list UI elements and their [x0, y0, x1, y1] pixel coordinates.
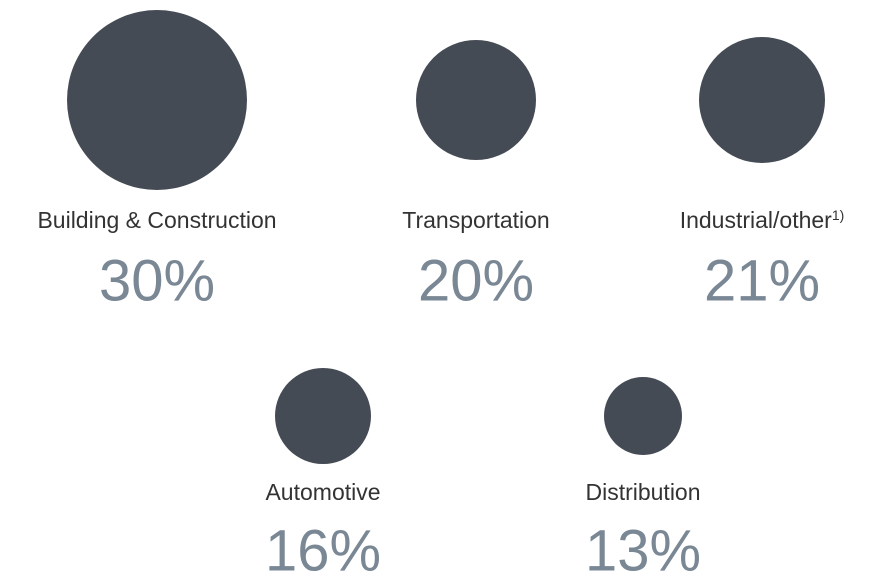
category-name: Distribution: [585, 479, 700, 505]
category-label: Industrial/other1): [680, 207, 845, 233]
category-name: Building & Construction: [37, 207, 276, 233]
bubble: [699, 37, 825, 163]
category-label: Transportation: [402, 207, 549, 233]
category-label: Distribution: [585, 479, 700, 505]
value-label: 20%: [418, 248, 534, 313]
category-name: Automotive: [265, 479, 380, 505]
bubble: [275, 368, 371, 464]
bubble: [604, 377, 682, 455]
value-label: 30%: [99, 248, 215, 313]
value-label: 16%: [265, 518, 381, 579]
category-label: Automotive: [265, 479, 380, 505]
category-name: Industrial/other: [680, 207, 832, 233]
value-label: 13%: [585, 518, 701, 579]
bubble: [67, 10, 247, 190]
value-label: 21%: [704, 248, 820, 313]
footnote-marker: 1): [832, 207, 844, 223]
bubble: [416, 40, 536, 160]
category-label: Building & Construction: [37, 207, 276, 233]
category-name: Transportation: [402, 207, 549, 233]
